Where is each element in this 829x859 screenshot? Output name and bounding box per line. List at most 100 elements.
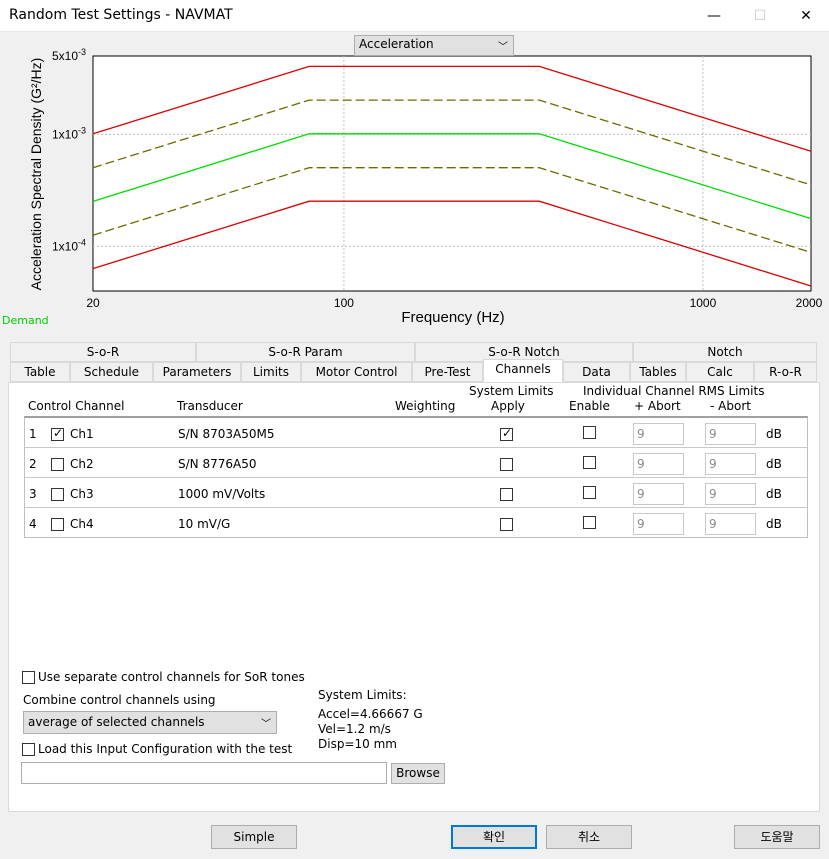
channel-row: 4 Ch4 10 mV/G 9 9 dB [25,508,807,538]
help-button[interactable]: 도움말 [734,825,820,849]
channel-name: Ch2 [70,457,94,471]
minus-abort-field[interactable]: 9 [705,513,756,535]
channel-row: 1 Ch1 S/N 8703A50M5 9 9 dB [25,418,807,448]
x-tick-label: 1000 [690,296,717,310]
channel-name: Ch3 [70,487,94,501]
minus-abort-field[interactable]: 9 [705,453,756,475]
row-number: 4 [29,517,37,531]
tab-sor-notch[interactable]: S-o-R Notch [415,342,633,362]
header-system-limits: System Limits [469,384,554,398]
tab-calc[interactable]: Calc [686,362,754,382]
chart-gridlines [93,56,811,291]
rms-enable-checkbox[interactable] [583,486,596,499]
x-tick-label: 100 [334,296,354,310]
combine-label: Combine control channels using [23,693,216,707]
channel-checkbox[interactable] [51,488,64,501]
simple-button[interactable]: Simple [211,825,297,849]
x-tick-label: 2000 [796,296,823,310]
window-title: Random Test Settings - NAVMAT [9,7,233,23]
y-tick-label: 1x10-4 [52,237,86,253]
cancel-button[interactable]: 취소 [546,825,632,849]
system-limits-disp: Disp=10 mm [318,737,397,751]
load-config-label: Load this Input Configuration with the t… [38,742,293,756]
tab-tables[interactable]: Tables [630,362,686,382]
channel-transducer: S/N 8776A50 [178,457,257,471]
tab-schedule[interactable]: Schedule [70,362,153,382]
system-limits-vel: Vel=1.2 m/s [318,722,391,736]
minimize-button[interactable]: — [707,8,721,24]
tab-data[interactable]: Data [563,362,630,382]
tab-sor[interactable]: S-o-R [10,342,196,362]
system-limits-apply-checkbox[interactable] [500,518,513,531]
config-path-input[interactable] [21,762,387,784]
channel-grid: 1 Ch1 S/N 8703A50M5 9 9 dB 2 Ch2 S/N 877… [24,416,808,538]
chart-x-ticks: 20 100 1000 2000 [86,296,822,310]
header-enable: Enable [569,399,610,413]
maximize-button[interactable]: ☐ [753,8,767,24]
y-axis-label: Acceleration Spectral Density (G²/Hz) [28,58,44,291]
header-weighting: Weighting [395,399,456,413]
header-transducer: Transducer [177,399,243,413]
series-line-4 [92,167,812,254]
close-button[interactable]: ✕ [800,8,812,24]
header-apply: Apply [491,399,525,413]
plus-abort-field[interactable]: 9 [633,423,684,445]
rms-enable-checkbox[interactable] [583,456,596,469]
channel-transducer: S/N 8703A50M5 [178,427,275,441]
chevron-down-icon: ﹀ [261,719,271,730]
row-number: 2 [29,457,37,471]
browse-button[interactable]: Browse [391,763,445,784]
tab-pre-test[interactable]: Pre-Test [412,362,483,382]
combine-method-value: average of selected channels [28,715,205,729]
tab-sor-param[interactable]: S-o-R Param [196,342,415,362]
channel-checkbox[interactable] [51,426,64,441]
tab-limits[interactable]: Limits [241,362,301,382]
ok-button[interactable]: 확인 [451,825,537,849]
separate-sor-label: Use separate control channels for SoR to… [38,670,305,684]
channel-transducer: 1000 mV/Volts [178,487,266,501]
series-line-5 [92,200,812,287]
plus-abort-field[interactable]: 9 [633,453,684,475]
plus-abort-field[interactable]: 9 [633,513,684,535]
plus-abort-field[interactable]: 9 [633,483,684,505]
system-limits-apply-checkbox[interactable] [500,458,513,471]
demand-legend: Demand [2,314,49,327]
unit-label: dB [766,427,782,441]
load-config-checkbox[interactable] [22,743,35,756]
tab-motor-control[interactable]: Motor Control [301,362,412,382]
system-limits-apply-checkbox[interactable] [500,426,513,441]
tab-parameters[interactable]: Parameters [153,362,241,382]
tab-ror[interactable]: R-o-R [754,362,817,382]
tab-row-bottom: Table Schedule Parameters Limits Motor C… [10,359,817,382]
header-plus-abort: + Abort [634,399,681,413]
rms-enable-checkbox[interactable] [583,426,596,439]
plot-background [92,55,812,292]
rms-enable-checkbox[interactable] [583,516,596,529]
tab-channels[interactable]: Channels [483,359,563,382]
title-bar: Random Test Settings - NAVMAT — ☐ ✕ [0,0,829,32]
tab-row-top: S-o-R S-o-R Param S-o-R Notch Notch [10,342,817,362]
channel-name: Ch4 [70,517,94,531]
minus-abort-field[interactable]: 9 [705,483,756,505]
system-limits-apply-checkbox[interactable] [500,488,513,501]
plot-type-select[interactable]: Acceleration ﹀ [354,35,514,56]
y-tick-label: 5x10-3 [52,47,86,63]
header-individual-rms: Individual Channel RMS Limits [583,384,765,398]
channel-name: Ch1 [70,427,94,441]
chart-y-ticks: 5x10-3 1x10-3 1x10-4 [52,47,86,253]
plot-type-value: Acceleration [359,37,434,51]
y-tick-label: 1x10-3 [52,125,86,141]
series-line-3 [92,133,812,220]
channel-checkbox[interactable] [51,458,64,471]
channel-row: 3 Ch3 1000 mV/Volts 9 9 dB [25,478,807,508]
asd-chart: 20 100 1000 2000 5x10-3 1x10-3 1x10-4 Frequen… [28,47,823,326]
tab-notch[interactable]: Notch [633,342,817,362]
separate-sor-checkbox[interactable] [22,671,35,684]
minus-abort-field[interactable]: 9 [705,423,756,445]
channel-transducer: 10 mV/G [178,517,231,531]
row-number: 3 [29,487,37,501]
channel-checkbox[interactable] [51,518,64,531]
combine-method-select[interactable]: average of selected channels ﹀ [23,711,277,734]
header-control-channel: Control Channel [28,399,125,413]
tab-table[interactable]: Table [10,362,70,382]
